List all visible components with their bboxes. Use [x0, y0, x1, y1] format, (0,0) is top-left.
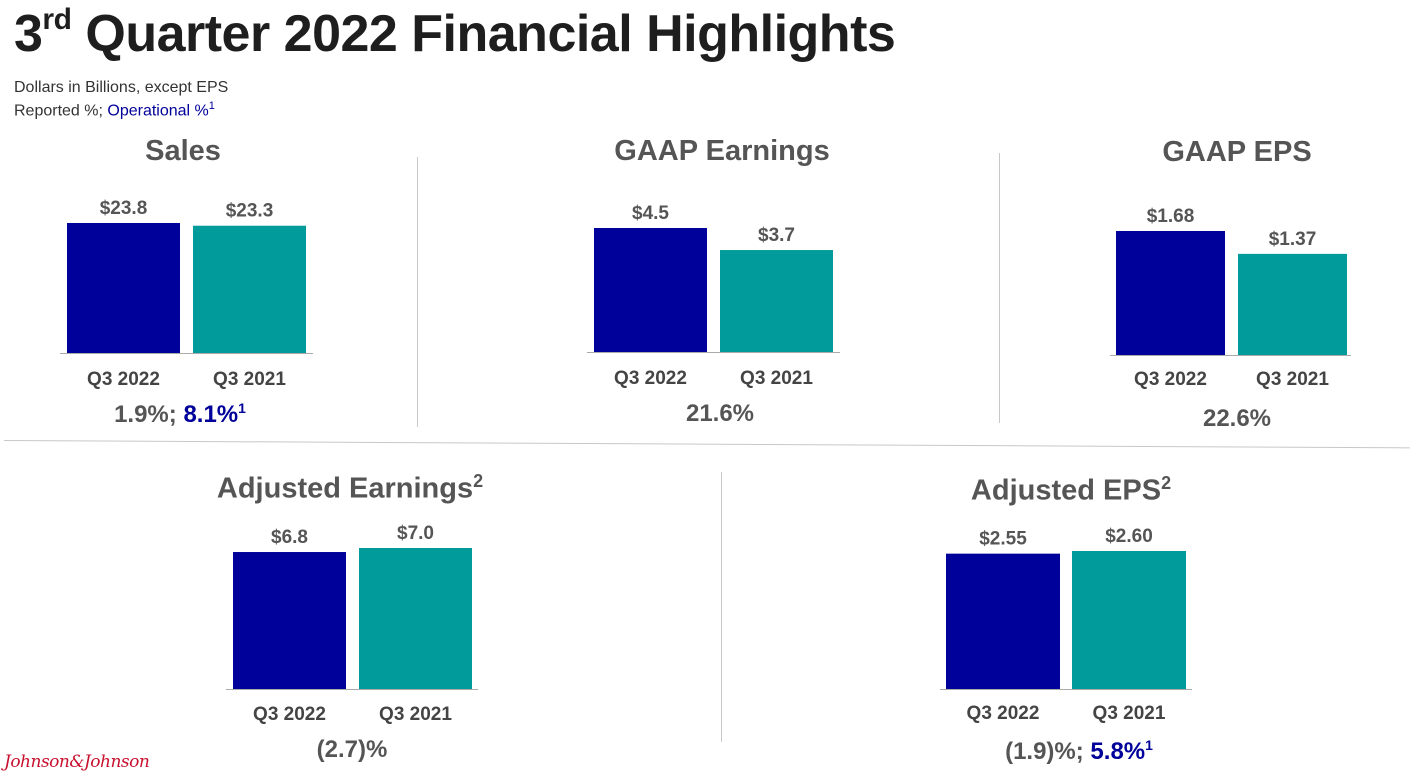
- adjusted-earnings-bar-0: [233, 552, 346, 689]
- sales-category-label-0: Q3 2022: [87, 369, 160, 390]
- gaap-earnings-bar-1: [720, 250, 833, 352]
- adjusted-earnings-bar-1: [359, 548, 472, 689]
- gaap-eps-value-label-1: $1.37: [1269, 229, 1317, 250]
- gaap-eps-category-label-1: Q3 2021: [1256, 369, 1329, 390]
- adjusted-eps-bar-0: [946, 553, 1060, 689]
- adjusted-eps-growth: (1.9)%; 5.8%1: [1005, 737, 1153, 765]
- gaap-eps-category-label-0: Q3 2022: [1134, 369, 1207, 390]
- gaap-eps-value-label-0: $1.68: [1147, 206, 1195, 227]
- gaap-earnings-value-label-0: $4.5: [632, 203, 669, 224]
- gaap-eps-title: GAAP EPS: [1162, 136, 1312, 168]
- adjusted-eps-title: Adjusted EPS2: [970, 473, 1172, 507]
- sales-category-label-1: Q3 2021: [213, 369, 286, 390]
- divider-top-2: [999, 153, 1000, 423]
- adjusted-eps-value-label-0: $2.55: [979, 529, 1027, 550]
- gaap-earnings-growth: 21.6%: [685, 400, 755, 427]
- adjusted-eps-value-label-1: $2.60: [1105, 526, 1153, 547]
- adjusted-eps-category-label-0: Q3 2022: [967, 703, 1040, 724]
- gaap-earnings-bar-0: [594, 228, 707, 352]
- company-logo: Johnson&Johnson: [4, 752, 150, 772]
- divider-bottom: [721, 472, 722, 742]
- gaap-eps-bar-0: [1116, 231, 1225, 355]
- gaap-eps-growth: 22.6%: [1202, 405, 1272, 432]
- gaap-earnings-category-label-0: Q3 2022: [614, 368, 687, 389]
- subtitle-legend: Reported %; Operational %1: [14, 100, 215, 120]
- adjusted-earnings-value-label-0: $6.8: [271, 527, 308, 548]
- gaap-earnings-title: GAAP Earnings: [614, 135, 830, 167]
- sales-value-label-1: $23.3: [226, 201, 274, 222]
- adjusted-eps-category-label-1: Q3 2021: [1093, 703, 1166, 724]
- sales-bar-0: [67, 223, 180, 353]
- gaap-earnings-value-label-1: $3.7: [758, 225, 795, 246]
- sales-title: Sales: [145, 135, 221, 167]
- adjusted-earnings-category-label-0: Q3 2022: [253, 704, 326, 725]
- gaap-earnings-category-label-1: Q3 2021: [740, 368, 813, 389]
- sales-value-label-0: $23.8: [100, 198, 148, 219]
- divider-top-1: [417, 157, 418, 427]
- subtitle-units: Dollars in Billions, except EPS: [14, 79, 229, 96]
- adjusted-earnings-growth: (2.7)%: [316, 736, 388, 763]
- adjusted-earnings-value-label-1: $7.0: [397, 523, 434, 544]
- page-title: 3rd Quarter 2022 Financial Highlights: [14, 2, 896, 63]
- adjusted-eps-bar-1: [1072, 551, 1186, 689]
- adjusted-earnings-title: Adjusted Earnings2: [216, 471, 484, 505]
- adjusted-earnings-category-label-1: Q3 2021: [379, 704, 452, 725]
- gaap-eps-bar-1: [1238, 253, 1347, 355]
- sales-growth: 1.9%; 8.1%1: [114, 400, 246, 428]
- sales-bar-1: [193, 225, 306, 353]
